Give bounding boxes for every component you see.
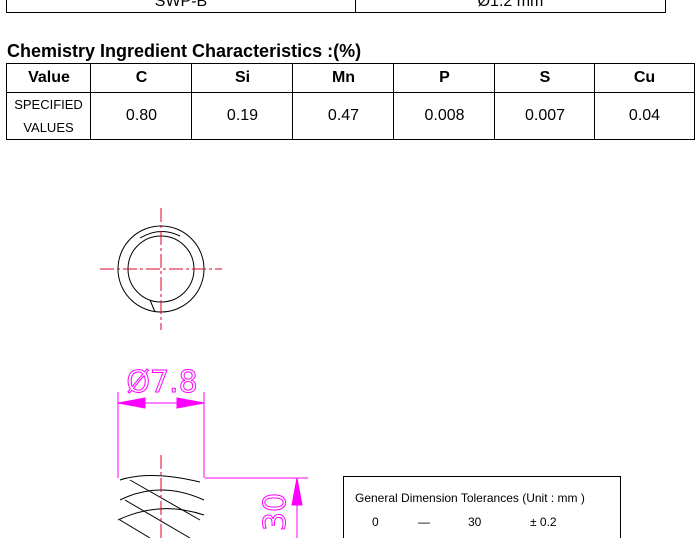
tol-cell: 30 bbox=[468, 515, 482, 529]
value-cell: 0.04 bbox=[628, 107, 661, 124]
row-label-line: SPECIFIED bbox=[14, 97, 83, 112]
header-cell: Cu bbox=[633, 69, 656, 86]
value-cell: 0.007 bbox=[524, 107, 566, 124]
tol-cell: 0 bbox=[372, 515, 379, 529]
tol-cell: ± 0.2 bbox=[530, 515, 557, 529]
length-dimension: 30 bbox=[258, 493, 293, 531]
top-cell: Ø1.2 mm bbox=[477, 0, 544, 10]
value-cell: 0.008 bbox=[424, 107, 465, 124]
header-cell: Si bbox=[234, 69, 251, 86]
value-cell: 0.19 bbox=[226, 107, 259, 124]
value-cell: 0.80 bbox=[125, 107, 158, 124]
diameter-dimension: Ø7.8 bbox=[126, 365, 197, 400]
value-cell: 0.47 bbox=[327, 107, 360, 124]
row-label-line: VALUES bbox=[23, 120, 74, 135]
tolerance-title: General Dimension Tolerances (Unit : mm … bbox=[355, 491, 585, 505]
top-cell: SWP-B bbox=[154, 0, 208, 10]
section-title: Chemistry Ingredient Characteristics :(%… bbox=[7, 41, 362, 61]
header-cell: S bbox=[539, 69, 551, 86]
header-cell: Mn bbox=[331, 69, 356, 86]
header-cell: Value bbox=[28, 69, 70, 86]
header-cell: P bbox=[439, 69, 450, 86]
header-cell: C bbox=[135, 69, 148, 86]
tol-cell: — bbox=[418, 515, 430, 529]
row-label: SPECIFIED VALUES bbox=[7, 93, 90, 139]
